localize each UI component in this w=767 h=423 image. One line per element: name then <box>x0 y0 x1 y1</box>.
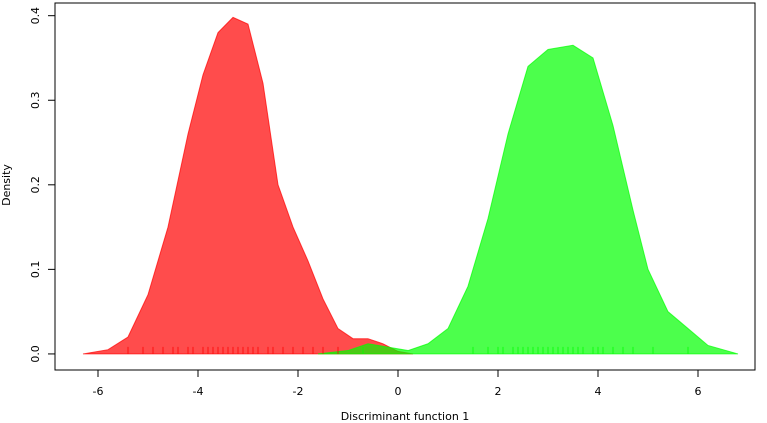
plot-frame <box>54 2 756 371</box>
x-tick-label: -2 <box>293 385 304 398</box>
y-tick-label: 0.4 <box>29 7 42 25</box>
density-area <box>317 44 739 355</box>
y-tick-label: 0.2 <box>29 176 42 194</box>
y-tick-label: 0.1 <box>29 261 42 279</box>
y-axis-label: Density <box>0 164 13 206</box>
density-area <box>82 16 414 355</box>
x-tick-label: 0 <box>395 385 402 398</box>
x-tick-label: 6 <box>695 385 702 398</box>
x-tick-label: 4 <box>595 385 602 398</box>
x-tick-label: -6 <box>93 385 104 398</box>
x-tick-label: 2 <box>495 385 502 398</box>
x-axis-label: Discriminant function 1 <box>341 410 470 423</box>
y-tick-label: 0.3 <box>29 91 42 109</box>
y-tick-label: 0.0 <box>29 345 42 363</box>
x-tick-label: -4 <box>193 385 204 398</box>
